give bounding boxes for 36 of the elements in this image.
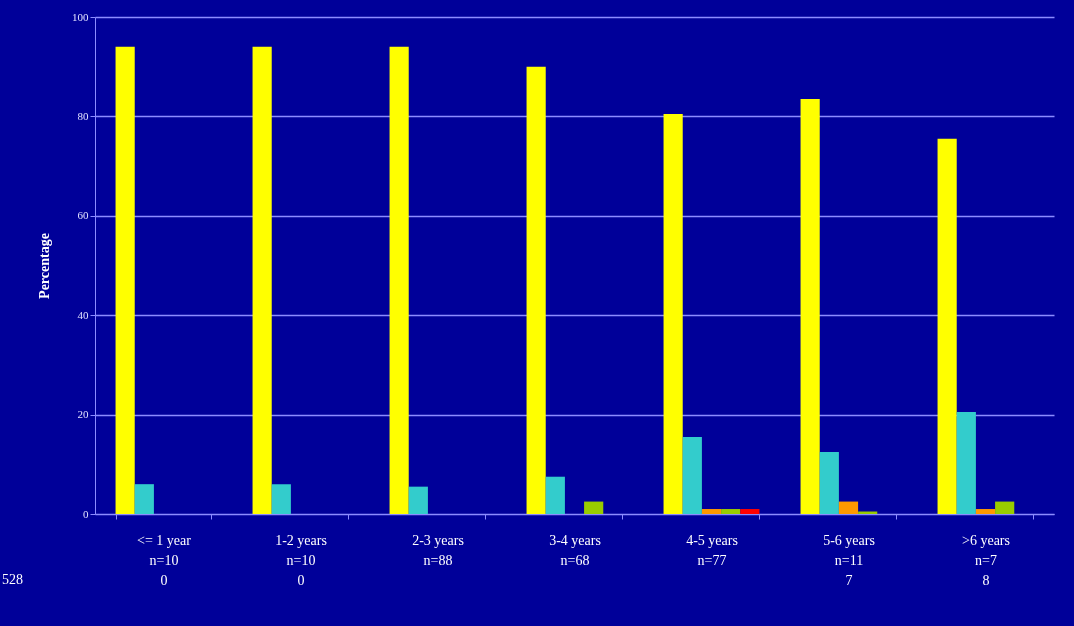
y-tick-label: 20 <box>77 408 89 421</box>
bar <box>800 99 820 514</box>
bar <box>682 436 702 514</box>
x-tick-label: 5-6 years n=11 7 <box>823 532 875 588</box>
bar <box>937 138 957 514</box>
bar <box>389 46 409 514</box>
bar <box>819 451 839 514</box>
text: 528 <box>2 572 23 587</box>
bar <box>271 484 291 514</box>
bar <box>975 509 996 514</box>
x-tick-label: 2-3 years n=88 <box>412 532 464 568</box>
bar <box>838 501 859 514</box>
y-tick-label: 100 <box>72 10 89 23</box>
x-tick-label: 3-4 years n=68 <box>549 532 601 568</box>
bar <box>584 501 604 514</box>
bar <box>663 113 683 514</box>
bar <box>995 501 1015 514</box>
y-tick-label: 40 <box>77 308 89 321</box>
bar <box>526 66 546 514</box>
x-tick-label: <= 1 year n=10 0 <box>137 532 192 588</box>
bar <box>408 486 428 514</box>
y-axis-title: Percentage <box>37 233 52 299</box>
bar <box>134 484 154 514</box>
x-tick-label: >6 years n=7 8 <box>962 532 1010 588</box>
bar <box>115 46 135 514</box>
y-tick-label: 80 <box>77 109 89 122</box>
bar <box>740 509 760 514</box>
y-tick-label: 60 <box>77 209 89 222</box>
bar <box>701 509 722 514</box>
y-tick-label: 0 <box>83 507 89 520</box>
bar <box>956 412 976 514</box>
bar <box>252 46 272 514</box>
x-tick-label: 4-5 years n=77 <box>686 532 738 568</box>
bar <box>721 509 741 514</box>
bar <box>545 476 565 514</box>
x-tick-label: 1-2 years n=10 0 <box>275 532 327 588</box>
